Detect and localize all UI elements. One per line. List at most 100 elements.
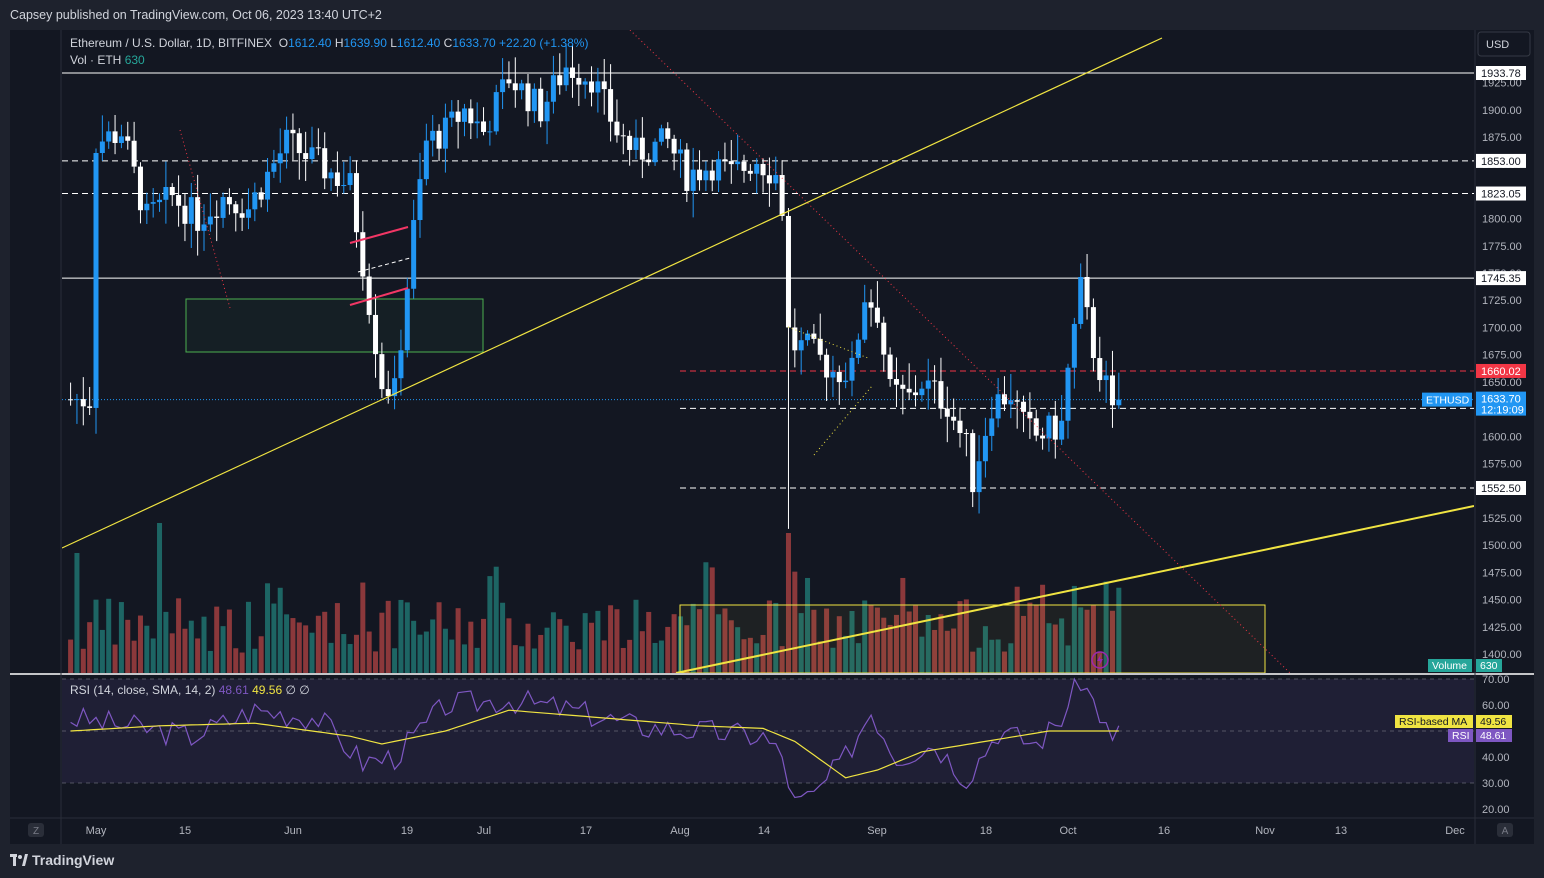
- candle-body: [379, 354, 385, 390]
- channel-mid-line[interactable]: [357, 257, 411, 273]
- candle-body: [157, 199, 163, 203]
- candle-body: [589, 81, 595, 93]
- candle-body: [893, 379, 899, 385]
- demand-zone-box[interactable]: [185, 298, 484, 353]
- candle-body: [989, 418, 995, 436]
- rsi-extra: ∅ ∅: [285, 683, 310, 697]
- volume-bar: [798, 613, 804, 673]
- candle-body: [404, 288, 410, 351]
- candle-body: [1027, 411, 1033, 419]
- dotted-channel-line[interactable]: [629, 30, 1291, 673]
- candle-body: [938, 381, 944, 409]
- candle-body: [519, 83, 525, 91]
- low-value: 1612.40: [396, 36, 441, 50]
- candle-body: [811, 333, 817, 339]
- volume-bar: [563, 625, 569, 673]
- candle-body: [652, 141, 658, 163]
- rsi-value: 48.61: [218, 683, 249, 697]
- volume-bar: [735, 627, 741, 673]
- volume-bar: [500, 602, 506, 673]
- candle-body: [1097, 358, 1103, 381]
- candle-body: [455, 111, 461, 122]
- volume-bar: [461, 644, 467, 673]
- pink-channel-bottom[interactable]: [349, 287, 409, 306]
- volume-bar: [601, 640, 607, 673]
- candle-body: [595, 81, 601, 93]
- chart-frame: [10, 30, 1534, 844]
- candle-body: [728, 161, 734, 165]
- candle-body: [855, 339, 861, 358]
- zoom-button[interactable]: [28, 823, 44, 837]
- volume-bar: [913, 605, 919, 673]
- dotted-down-line[interactable]: [179, 129, 231, 309]
- candle-body: [334, 172, 340, 186]
- candle-body: [125, 136, 131, 141]
- rsi-line[interactable]: [70, 677, 1120, 799]
- candle-body: [265, 171, 271, 200]
- trendline-upper[interactable]: [62, 37, 1163, 549]
- volume-bar: [99, 629, 105, 673]
- volume-bar: [436, 602, 442, 673]
- candle-body: [131, 140, 137, 167]
- auto-scale-button[interactable]: [1497, 823, 1513, 837]
- candle-body: [150, 202, 156, 204]
- candle-body: [887, 354, 893, 380]
- volume-bar: [87, 622, 93, 673]
- candle-body: [805, 333, 811, 341]
- candle-body: [493, 92, 499, 132]
- rsi-ma-line[interactable]: [70, 709, 1119, 779]
- symbol-name[interactable]: Ethereum / U.S. Dollar, 1D, BITFINEX: [70, 36, 273, 50]
- candle-body: [214, 216, 220, 218]
- volume-bar: [690, 603, 696, 673]
- time-tick-label: 18: [980, 825, 992, 837]
- currency-button[interactable]: [1477, 31, 1531, 57]
- time-tick-label: Oct: [1059, 825, 1076, 837]
- volume-bar: [792, 571, 798, 673]
- time-tick-label: Aug: [670, 825, 690, 837]
- candle-body: [862, 302, 868, 340]
- candle-body: [1008, 400, 1014, 405]
- volume-bar: [417, 634, 423, 673]
- high-label: H: [334, 36, 344, 50]
- volume-highlight-box[interactable]: [679, 604, 1266, 673]
- volume-bar: [353, 634, 359, 673]
- candle-body: [868, 302, 874, 308]
- candle-body: [328, 172, 334, 179]
- volume-bar: [131, 640, 137, 673]
- time-tick-label: 13: [1335, 825, 1347, 837]
- candle-body: [163, 186, 169, 200]
- volume-bar: [531, 648, 537, 673]
- volume-bar: [366, 631, 372, 673]
- tradingview-brand[interactable]: TradingView: [10, 852, 114, 868]
- candle-body: [913, 392, 919, 396]
- candle-body: [741, 161, 747, 171]
- volume-bar: [334, 603, 340, 673]
- lightning-bolt-icon: [1097, 654, 1103, 666]
- candle-body: [1046, 415, 1052, 439]
- tradingview-logo-icon: [10, 853, 28, 866]
- candle-body: [709, 170, 715, 181]
- volume-bar: [646, 611, 652, 673]
- candle-body: [766, 175, 772, 184]
- lightning-icon[interactable]: [1091, 651, 1109, 669]
- candle-body: [982, 435, 988, 462]
- rsi-legend[interactable]: RSI (14, close, SMA, 14, 2) 48.61 49.56 …: [70, 683, 310, 697]
- trendline-lower[interactable]: [675, 505, 1474, 673]
- volume-bar: [252, 648, 258, 673]
- candle-body: [1059, 420, 1065, 440]
- volume-bar: [271, 603, 277, 673]
- candle-body: [798, 340, 804, 351]
- time-tick-label: 15: [179, 825, 191, 837]
- flag-bottom-line[interactable]: [813, 385, 873, 456]
- volume-bar: [245, 601, 251, 673]
- volume-legend[interactable]: Vol · ETH 630: [70, 53, 145, 67]
- volume-bar: [932, 629, 938, 673]
- candle-body: [646, 159, 652, 163]
- price-tick-label: 1475.00: [1482, 567, 1522, 579]
- candle-body: [995, 394, 1001, 419]
- pink-channel-top[interactable]: [349, 226, 409, 244]
- rsi-tick-label: 70.00: [1482, 674, 1510, 686]
- auto-scale-label: A: [1502, 826, 1509, 837]
- volume-bar: [595, 610, 601, 673]
